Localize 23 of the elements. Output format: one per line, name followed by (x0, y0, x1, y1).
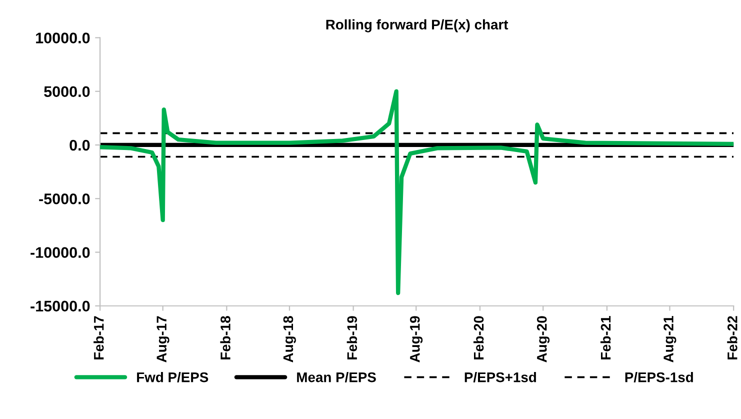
x-tick-label: Feb-17 (94, 316, 104, 360)
legend-label: P/EPS+1sd (464, 372, 536, 382)
y-tick-label: -5000.0 (39, 193, 90, 204)
legend-label: Fwd P/EPS (137, 372, 208, 382)
y-tick-label: -15000.0 (30, 300, 90, 312)
x-tick-label: Aug-19 (410, 316, 423, 362)
legend-label: Mean P/EPS (297, 372, 376, 382)
x-tick-label: Aug-17 (156, 316, 170, 362)
x-tick-label: Feb-21 (600, 316, 611, 360)
x-tick-label: Feb-19 (346, 316, 358, 360)
x-tick-label: Aug-20 (536, 316, 550, 362)
x-tick-label: Aug-21 (664, 316, 676, 362)
legend-label: P/EPS-1sd (625, 372, 693, 382)
x-tick-label: Feb-18 (220, 316, 230, 360)
y-tick-label: 10000.0 (36, 32, 90, 44)
y-tick-label: -10000.0 (30, 247, 90, 258)
y-tick-label: 5000.0 (44, 86, 90, 98)
y-tick-label: 0.0 (70, 140, 90, 151)
x-tick-label: Feb-22 (727, 316, 738, 360)
chart-title: Rolling forward P/E(x) chart (326, 19, 508, 32)
line-series (100, 89, 734, 296)
x-tick-label: Feb-20 (473, 316, 484, 360)
x-tick-label: Aug-18 (283, 316, 296, 362)
